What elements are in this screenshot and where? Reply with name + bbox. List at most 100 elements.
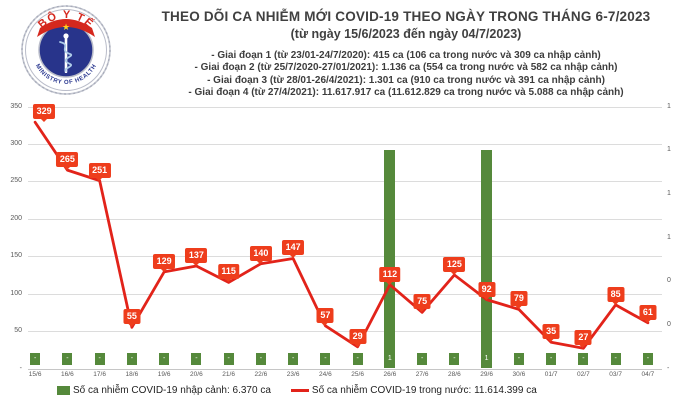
bar-zero-label: - (642, 352, 653, 365)
x-axis-tick-label: 27/6 (415, 371, 429, 378)
data-point-label: 61 (639, 304, 657, 323)
data-label-pointer (612, 301, 619, 305)
x-axis-tick-label: 23/6 (286, 371, 300, 378)
data-label-pointer (63, 167, 70, 171)
bar-zero-label: - (320, 352, 331, 365)
data-point-label: 27 (574, 330, 592, 349)
bar-zero-label: - (126, 352, 137, 365)
gridline (28, 256, 662, 258)
bar-value-label: 1 (387, 354, 392, 362)
y-axis-tick-label: 150 (10, 252, 22, 260)
data-point-label: 329 (33, 104, 56, 123)
secondary-axis-tick-label: 0 (667, 320, 671, 328)
page-subtitle: (từ ngày 15/6/2023 đến ngày 04/7/2023) (290, 27, 522, 41)
bar-zero-label: - (94, 352, 105, 365)
data-label-pointer (96, 177, 103, 181)
bar-zero-label: - (610, 352, 621, 365)
data-point-label: 57 (316, 307, 334, 326)
data-point-label: 129 (153, 253, 176, 272)
gridline (28, 181, 662, 183)
x-axis-tick-label: 18/6 (125, 371, 139, 378)
legend-label-imported: Số ca nhiễm COVID-19 nhập cảnh: 6.370 ca (73, 385, 271, 396)
data-point-label: 137 (185, 247, 208, 266)
x-axis-tick-label: 17/6 (93, 371, 106, 378)
data-point-label: 115 (217, 264, 240, 283)
y-axis-tick-label: 200 (10, 214, 22, 222)
x-axis-tick-label: 19/6 (157, 371, 171, 378)
x-axis-tick-label: 04/7 (641, 371, 655, 378)
imported-cases-bar (384, 150, 396, 369)
x-axis-tick-label: 15/6 (28, 371, 42, 378)
data-point-label: 79 (510, 291, 528, 310)
bar-zero-label: - (352, 352, 363, 365)
bar-zero-label: - (159, 352, 170, 365)
bar-series-swatch (57, 386, 70, 395)
x-axis-tick-label: 02/7 (577, 371, 590, 378)
gridline (28, 106, 662, 108)
phase-line-4: - Giai đoạn 4 (từ 27/4/2021): 11.617.917… (188, 86, 624, 98)
data-label-pointer (386, 281, 393, 285)
data-label-pointer (289, 255, 296, 259)
gridline (28, 143, 662, 145)
secondary-axis-tick-label: 1 (667, 233, 671, 241)
x-axis-tick-label: 25/6 (351, 371, 364, 378)
line-series-swatch (290, 389, 309, 392)
data-label-pointer (354, 343, 361, 347)
data-label-pointer (128, 324, 135, 328)
data-point-label: 75 (413, 294, 431, 313)
data-label-pointer (257, 260, 264, 264)
data-point-label: 140 (249, 245, 272, 264)
x-axis-tick-label: 20/6 (190, 371, 203, 378)
bar-zero-label: - (223, 352, 234, 365)
y-axis-tick-label: - (19, 364, 22, 372)
data-label-pointer (160, 268, 167, 272)
x-axis-tick-label: 03/7 (609, 371, 622, 378)
data-label-pointer (418, 309, 425, 313)
data-point-label: 35 (542, 324, 560, 343)
x-axis-tick-label: 21/6 (222, 371, 235, 378)
data-label-pointer (450, 271, 457, 275)
star-icon: ★ (62, 22, 70, 32)
y-axis-tick-label: 50 (14, 327, 22, 335)
logo-inner-ring (25, 9, 107, 91)
gridline (28, 293, 662, 295)
x-axis-tick-label: 22/6 (254, 371, 268, 378)
page-title: THEO DÕI CA NHIỄM MỚI COVID-19 THEO NGÀY… (161, 9, 651, 24)
data-label-pointer (483, 296, 490, 300)
data-label-pointer (321, 322, 328, 326)
secondary-axis-tick-label: 1 (667, 189, 671, 197)
data-point-label: 251 (88, 162, 111, 181)
x-axis-tick-label: 29/6 (480, 371, 493, 378)
data-point-label: 92 (478, 281, 496, 300)
data-point-label: 55 (123, 309, 141, 328)
bar-zero-label: - (513, 352, 524, 365)
bar-zero-label: - (417, 352, 428, 365)
legend-label-domestic: Số ca nhiễm COVID-19 trong nước: 11.614.… (311, 385, 537, 396)
bar-zero-label: - (449, 352, 460, 365)
logo-gear-edge-icon (21, 5, 111, 95)
data-point-label: 147 (282, 240, 305, 259)
data-label-pointer (547, 339, 554, 343)
bar-zero-label: - (578, 352, 589, 365)
bar-zero-label: - (546, 352, 557, 365)
imported-cases-bar (481, 150, 493, 369)
data-point-label: 125 (443, 256, 466, 275)
bar-zero-label: - (62, 352, 73, 365)
bar-zero-label: - (30, 352, 41, 365)
data-label-pointer (225, 279, 232, 283)
y-axis-tick-label: 350 (10, 102, 22, 110)
data-label-pointer (515, 306, 522, 310)
secondary-axis-tick-label: 1 (667, 146, 671, 154)
flag-band-icon (37, 19, 95, 37)
secondary-axis-tick-label: - (667, 364, 670, 372)
secondary-axis-tick-label: 1 (667, 102, 671, 110)
ministry-of-health-logo: BỘ Y TẾ MINISTRY OF HEALTH ★ (21, 5, 111, 95)
data-label-pointer (192, 262, 199, 266)
x-axis-tick-label: 28/6 (448, 371, 461, 378)
data-point-label: 112 (379, 266, 401, 285)
bar-value-label: 1 (484, 354, 489, 362)
x-axis-tick-label: 26/6 (383, 371, 397, 378)
y-axis-tick-label: 250 (10, 177, 22, 185)
